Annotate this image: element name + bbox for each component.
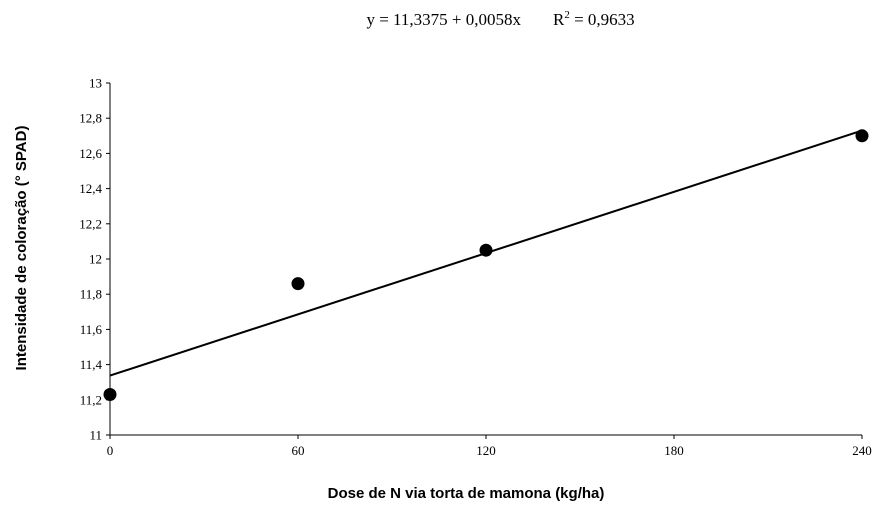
- x-tick-label: 0: [107, 443, 114, 458]
- chart-equation: y = 11,3375 + 0,0058x: [366, 10, 521, 29]
- y-tick-label: 12,8: [79, 111, 102, 126]
- y-tick-label: 12: [89, 252, 102, 267]
- data-point: [479, 243, 493, 257]
- x-axis: 0 60 120 180 240: [107, 434, 872, 458]
- data-point: [291, 277, 305, 291]
- y-tick-label: 11,4: [80, 357, 103, 372]
- y-tick-label: 11,8: [80, 287, 102, 302]
- y-axis-title: Intensidade de coloração (° SPAD): [13, 126, 30, 371]
- y-tick-label: 12,2: [79, 216, 102, 231]
- data-point: [855, 129, 869, 143]
- x-tick-label: 180: [664, 443, 684, 458]
- r-squared-exponent: 2: [564, 9, 570, 21]
- x-axis-title: Dose de N via torta de mamona (kg/ha): [328, 485, 605, 502]
- y-tick-label: 11,2: [80, 392, 102, 407]
- data-points: [103, 129, 869, 402]
- data-point: [103, 388, 117, 402]
- y-tick-label: 11: [89, 428, 102, 443]
- x-tick-label: 240: [852, 443, 872, 458]
- y-tick-label: 12,6: [79, 146, 102, 161]
- y-tick-label: 11,6: [80, 322, 103, 337]
- chart-r-squared: R2 = 0,9633: [553, 9, 635, 29]
- y-tick-label: 13: [89, 76, 102, 91]
- y-tick-label: 12,4: [79, 181, 102, 196]
- r-squared-value: = 0,9633: [570, 10, 635, 29]
- r-squared-prefix: R: [553, 10, 565, 29]
- x-tick-label: 60: [292, 443, 305, 458]
- y-axis: 11 11,2 11,4 11,6 11,8 12 12,2 12,4 12,6 12,8 13: [79, 76, 111, 443]
- x-tick-label: 120: [476, 443, 496, 458]
